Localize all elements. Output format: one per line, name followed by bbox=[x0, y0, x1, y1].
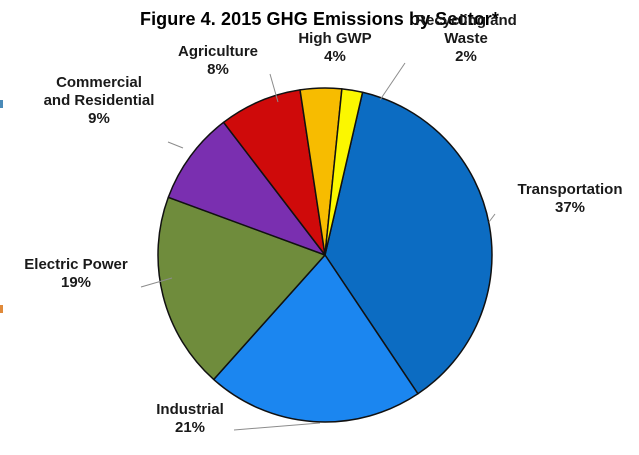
chart-title: Figure 4. 2015 GHG Emissions by Sector* bbox=[139, 9, 500, 29]
leader-line-transportation bbox=[488, 213, 496, 223]
slice-name-label: Industrial bbox=[156, 401, 224, 418]
slice-percent-label: 9% bbox=[88, 110, 110, 127]
pie-slice-industrial bbox=[212, 254, 419, 423]
leader-line-agriculture bbox=[269, 73, 279, 103]
slice-percent-label: 19% bbox=[61, 274, 91, 291]
pie-slice-transportation bbox=[324, 91, 493, 395]
slice-name-label: Transportation bbox=[517, 181, 622, 198]
slice-name-label: Electric Power bbox=[24, 256, 128, 273]
pie-slice-electric-power bbox=[157, 196, 326, 381]
pie-slice-recycling-and-waste bbox=[324, 88, 364, 256]
leader-line-commercial-and-residential bbox=[167, 141, 184, 149]
slice-percent-label: 37% bbox=[555, 199, 585, 216]
slice-name-label: High GWP bbox=[298, 30, 371, 47]
leaders-layer bbox=[140, 62, 496, 431]
slice-percent-label: 21% bbox=[175, 419, 205, 436]
slices-layer bbox=[157, 87, 493, 423]
slice-name-label: Waste bbox=[444, 30, 488, 47]
slice-name-label: Commercial bbox=[56, 74, 142, 91]
leader-line-recycling-and-waste bbox=[379, 62, 406, 101]
slice-name-label: Recycling and bbox=[415, 12, 517, 29]
left-edge-marker bbox=[0, 305, 3, 313]
slice-name-label: and Residential bbox=[44, 92, 155, 109]
slice-percent-label: 2% bbox=[455, 48, 477, 65]
slice-name-label: Agriculture bbox=[178, 43, 258, 60]
slice-percent-label: 8% bbox=[207, 61, 229, 78]
leader-line-electric-power bbox=[140, 277, 173, 288]
pie-slice-commercial-and-residential bbox=[167, 121, 326, 256]
slice-percent-label: 4% bbox=[324, 48, 346, 65]
left-edge-marker bbox=[0, 100, 3, 108]
leader-line-industrial bbox=[233, 422, 321, 431]
